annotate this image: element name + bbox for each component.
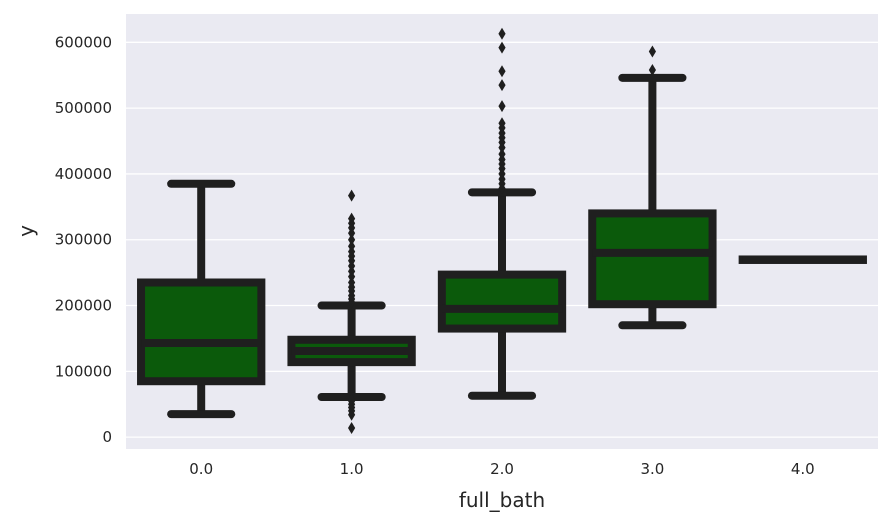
boxes-layer	[137, 27, 867, 434]
y-tick-labels: 0 100000 200000 300000 400000 500000 600000	[55, 33, 112, 446]
outlier-point	[498, 65, 506, 78]
outlier-point	[498, 41, 506, 54]
outlier-point	[498, 100, 506, 113]
outlier-point	[498, 148, 506, 161]
outlier-point	[348, 212, 356, 225]
outlier-point	[498, 27, 506, 40]
box-group-3.0	[588, 45, 717, 330]
box-group-4.0	[738, 255, 867, 264]
y-tick-label: 0	[102, 428, 112, 446]
x-tick-label: 4.0	[791, 460, 815, 478]
iqr-box	[437, 270, 567, 333]
outlier-point	[348, 393, 356, 406]
outlier-point	[348, 240, 356, 253]
y-tick-label: 100000	[55, 362, 112, 380]
y-tick-label: 400000	[55, 165, 112, 183]
outlier-point	[498, 117, 506, 130]
x-tick-label: 3.0	[640, 460, 664, 478]
outlier-point	[348, 233, 356, 246]
iqr-box	[137, 278, 266, 386]
outlier-point	[498, 79, 506, 92]
y-tick-label: 500000	[55, 99, 112, 117]
iqr-box	[588, 209, 717, 309]
y-tick-label: 600000	[55, 33, 112, 51]
outlier-point	[348, 189, 356, 202]
x-tick-label: 0.0	[189, 460, 213, 478]
x-tick-label: 2.0	[490, 460, 514, 478]
box-group-2.0	[437, 27, 567, 400]
y-tick-label: 300000	[55, 231, 112, 249]
y-tick-label: 200000	[55, 297, 112, 315]
x-tick-label: 1.0	[340, 460, 364, 478]
y-axis-label: y	[14, 225, 38, 237]
box-group-0.0	[137, 179, 266, 419]
x-axis-label: full_bath	[459, 488, 545, 512]
x-tick-labels: 0.0 1.0 2.0 3.0 4.0	[189, 460, 814, 478]
outlier-point	[648, 63, 656, 76]
outlier-point	[348, 421, 356, 434]
outlier-point	[648, 45, 656, 58]
box-group-1.0	[287, 189, 416, 434]
